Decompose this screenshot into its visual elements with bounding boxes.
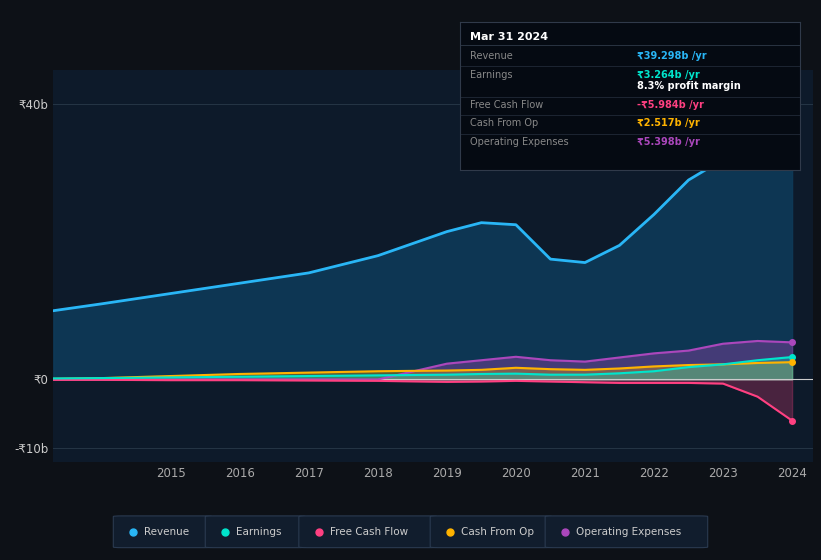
Text: Earnings: Earnings (236, 527, 282, 537)
Text: Operating Expenses: Operating Expenses (576, 527, 681, 537)
Text: ₹3.264b /yr: ₹3.264b /yr (637, 69, 699, 80)
FancyBboxPatch shape (545, 516, 708, 548)
FancyBboxPatch shape (430, 516, 552, 548)
Text: Cash From Op: Cash From Op (470, 118, 539, 128)
FancyBboxPatch shape (113, 516, 212, 548)
Text: ₹5.398b /yr: ₹5.398b /yr (637, 137, 699, 147)
Text: -₹5.984b /yr: -₹5.984b /yr (637, 100, 704, 110)
Text: 8.3% profit margin: 8.3% profit margin (637, 81, 741, 91)
Text: Operating Expenses: Operating Expenses (470, 137, 569, 147)
Text: Revenue: Revenue (144, 527, 190, 537)
FancyBboxPatch shape (205, 516, 305, 548)
Text: Earnings: Earnings (470, 69, 512, 80)
Text: Free Cash Flow: Free Cash Flow (470, 100, 544, 110)
Text: ₹2.517b /yr: ₹2.517b /yr (637, 118, 699, 128)
Text: Free Cash Flow: Free Cash Flow (330, 527, 408, 537)
FancyBboxPatch shape (299, 516, 437, 548)
Text: Mar 31 2024: Mar 31 2024 (470, 32, 548, 43)
Text: Cash From Op: Cash From Op (461, 527, 534, 537)
Text: ₹39.298b /yr: ₹39.298b /yr (637, 51, 706, 61)
Text: Revenue: Revenue (470, 51, 513, 61)
